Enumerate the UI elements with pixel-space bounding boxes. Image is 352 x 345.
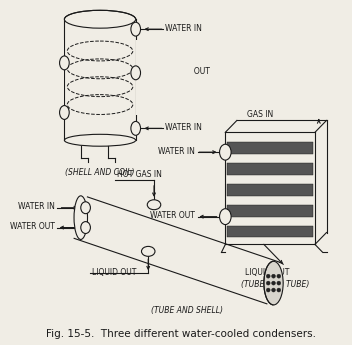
Text: WATER IN: WATER IN	[165, 123, 201, 132]
Text: WATER IN: WATER IN	[165, 24, 201, 33]
Bar	[11, 93, 64, 116]
Bar	[11, 58, 64, 80]
Bar	[136, 93, 194, 116]
Bar	[227, 142, 313, 154]
Ellipse shape	[81, 202, 90, 214]
Ellipse shape	[266, 288, 270, 292]
Ellipse shape	[81, 221, 90, 234]
Ellipse shape	[266, 274, 270, 278]
Text: WATER OUT: WATER OUT	[10, 222, 55, 231]
Text: LIQUID OUT: LIQUID OUT	[245, 268, 289, 277]
Text: WATER IN: WATER IN	[18, 202, 55, 211]
Text: WATER IN: WATER IN	[158, 147, 195, 156]
Ellipse shape	[272, 274, 276, 278]
Bar	[11, 40, 64, 62]
Text: (SHELL AND COIL): (SHELL AND COIL)	[65, 168, 135, 177]
Ellipse shape	[131, 66, 140, 80]
Text: (TUBE AND TUBE): (TUBE AND TUBE)	[241, 279, 310, 289]
Text: Fig. 15-5.  Three different water-cooled condensers.: Fig. 15-5. Three different water-cooled …	[46, 329, 316, 339]
Ellipse shape	[131, 22, 140, 36]
Bar	[136, 76, 194, 98]
Text: LIQUID OUT: LIQUID OUT	[92, 268, 137, 277]
Bar	[136, 40, 194, 62]
Bar	[136, 58, 194, 80]
Ellipse shape	[142, 246, 155, 256]
Ellipse shape	[59, 106, 69, 119]
Bar	[227, 205, 313, 217]
Ellipse shape	[264, 261, 283, 305]
Ellipse shape	[74, 196, 88, 239]
Ellipse shape	[266, 281, 270, 285]
Text: GAS IN: GAS IN	[13, 57, 39, 66]
Text: HOT GAS IN: HOT GAS IN	[118, 170, 162, 179]
Ellipse shape	[131, 121, 140, 135]
Text: WATER OUT: WATER OUT	[165, 67, 209, 76]
Bar	[11, 76, 64, 98]
Ellipse shape	[272, 288, 276, 292]
Bar	[227, 226, 313, 237]
Bar	[227, 184, 313, 196]
Bar	[227, 163, 313, 175]
Ellipse shape	[220, 144, 231, 160]
Text: WATER OUT: WATER OUT	[150, 211, 195, 220]
Ellipse shape	[147, 200, 161, 210]
Ellipse shape	[277, 274, 281, 278]
Ellipse shape	[272, 281, 276, 285]
Text: LIQUID OUT: LIQUID OUT	[13, 107, 58, 116]
Text: (TUBE AND SHELL): (TUBE AND SHELL)	[151, 306, 223, 315]
Ellipse shape	[220, 209, 231, 225]
Ellipse shape	[277, 288, 281, 292]
Ellipse shape	[64, 10, 136, 28]
Ellipse shape	[277, 281, 281, 285]
Text: GAS IN: GAS IN	[246, 110, 273, 119]
Ellipse shape	[59, 56, 69, 70]
